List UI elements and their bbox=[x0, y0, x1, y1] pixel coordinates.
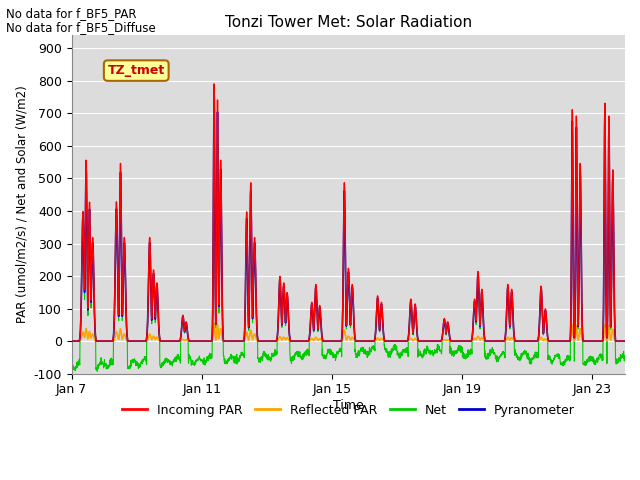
Legend: Incoming PAR, Reflected PAR, Net, Pyranometer: Incoming PAR, Reflected PAR, Net, Pyrano… bbox=[116, 398, 580, 421]
X-axis label: Time: Time bbox=[333, 399, 364, 412]
Title: Tonzi Tower Met: Solar Radiation: Tonzi Tower Met: Solar Radiation bbox=[225, 15, 472, 30]
Text: No data for f_BF5_PAR: No data for f_BF5_PAR bbox=[6, 7, 137, 20]
Text: TZ_tmet: TZ_tmet bbox=[108, 64, 165, 77]
Text: No data for f_BF5_Diffuse: No data for f_BF5_Diffuse bbox=[6, 21, 156, 34]
Y-axis label: PAR (umol/m2/s) / Net and Solar (W/m2): PAR (umol/m2/s) / Net and Solar (W/m2) bbox=[15, 85, 28, 324]
